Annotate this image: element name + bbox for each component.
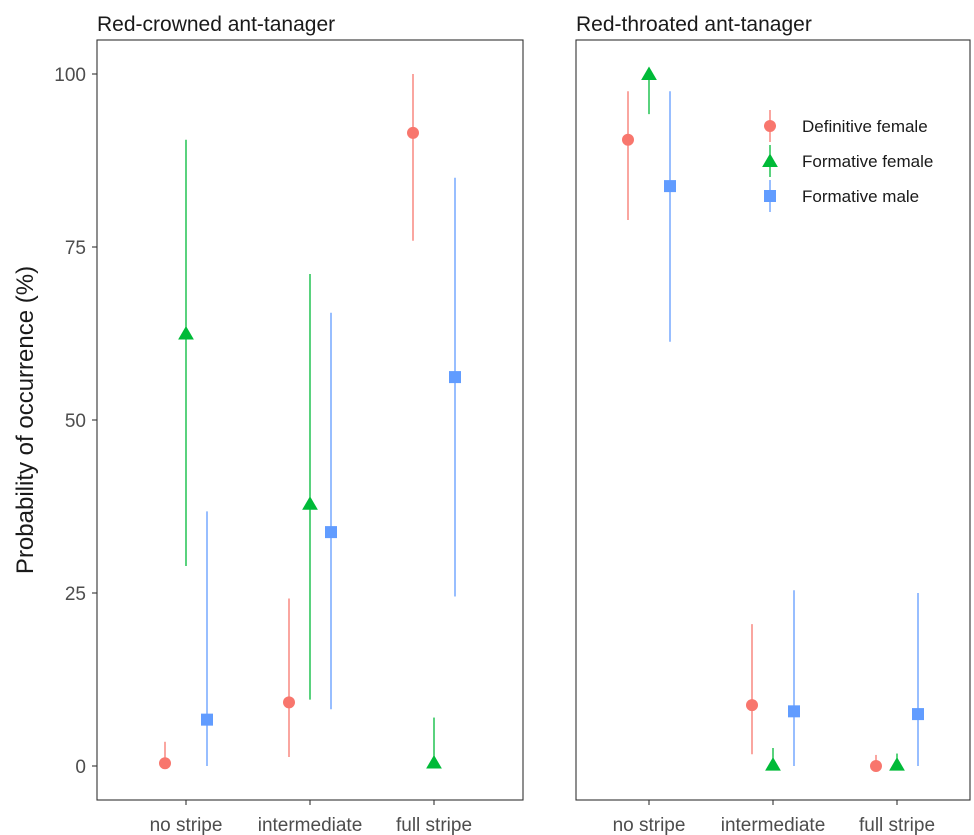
y-tick-label: 100 [54,65,86,86]
point-square [788,705,800,718]
panels-layer: Red-crowned ant-tanager 0 25 50 75 100 no stri… [54,13,971,835]
x-tick-label: intermediate [721,815,826,835]
y-axis-title: Probability of occurrence (%) [12,266,39,574]
point-circle [870,760,882,772]
point-circle [407,126,419,139]
point-triangle [426,755,442,769]
point-circle [622,133,634,146]
legend-item: Definitive female [764,110,928,142]
legend-item: Formative female [762,145,933,177]
legend-key-square [764,190,776,202]
panel-1: Red-crowned ant-tanager 0 25 50 75 100 no stri… [54,13,524,835]
y-tick-label: 25 [65,584,86,605]
point-triangle [641,66,657,80]
panel-2: Red-throated ant-tanager no stripe interme… [575,13,971,835]
legend-key-triangle [762,153,778,167]
x-tick-label: no stripe [613,815,686,835]
x-tick-label: full stripe [859,815,935,835]
point-square [201,713,213,726]
point-circle [159,757,171,770]
x-tick-label: full stripe [396,815,472,835]
point-circle [746,699,758,712]
x-tick-label: intermediate [258,815,363,835]
y-tick-label: 0 [75,757,86,778]
legend-label: Formative female [802,152,933,171]
x-tick-label: no stripe [150,815,223,835]
panel-title: Red-throated ant-tanager [576,13,812,36]
point-square [912,708,924,721]
legend-label: Formative male [802,187,919,206]
point-triangle [178,326,194,340]
point-square [664,180,676,193]
point-triangle [765,757,781,771]
legend-key-circle [764,120,776,132]
point-triangle [302,496,318,510]
point-triangle [889,757,905,771]
legend: Definitive female Formative female Formati… [762,110,933,212]
point-square [325,526,337,539]
legend-item: Formative male [764,180,919,212]
point-square [449,371,461,384]
y-tick-label: 50 [65,411,86,432]
point-circle [283,696,295,709]
legend-label: Definitive female [802,117,928,136]
y-tick-label: 75 [65,238,86,259]
panel-title: Red-crowned ant-tanager [97,13,335,36]
